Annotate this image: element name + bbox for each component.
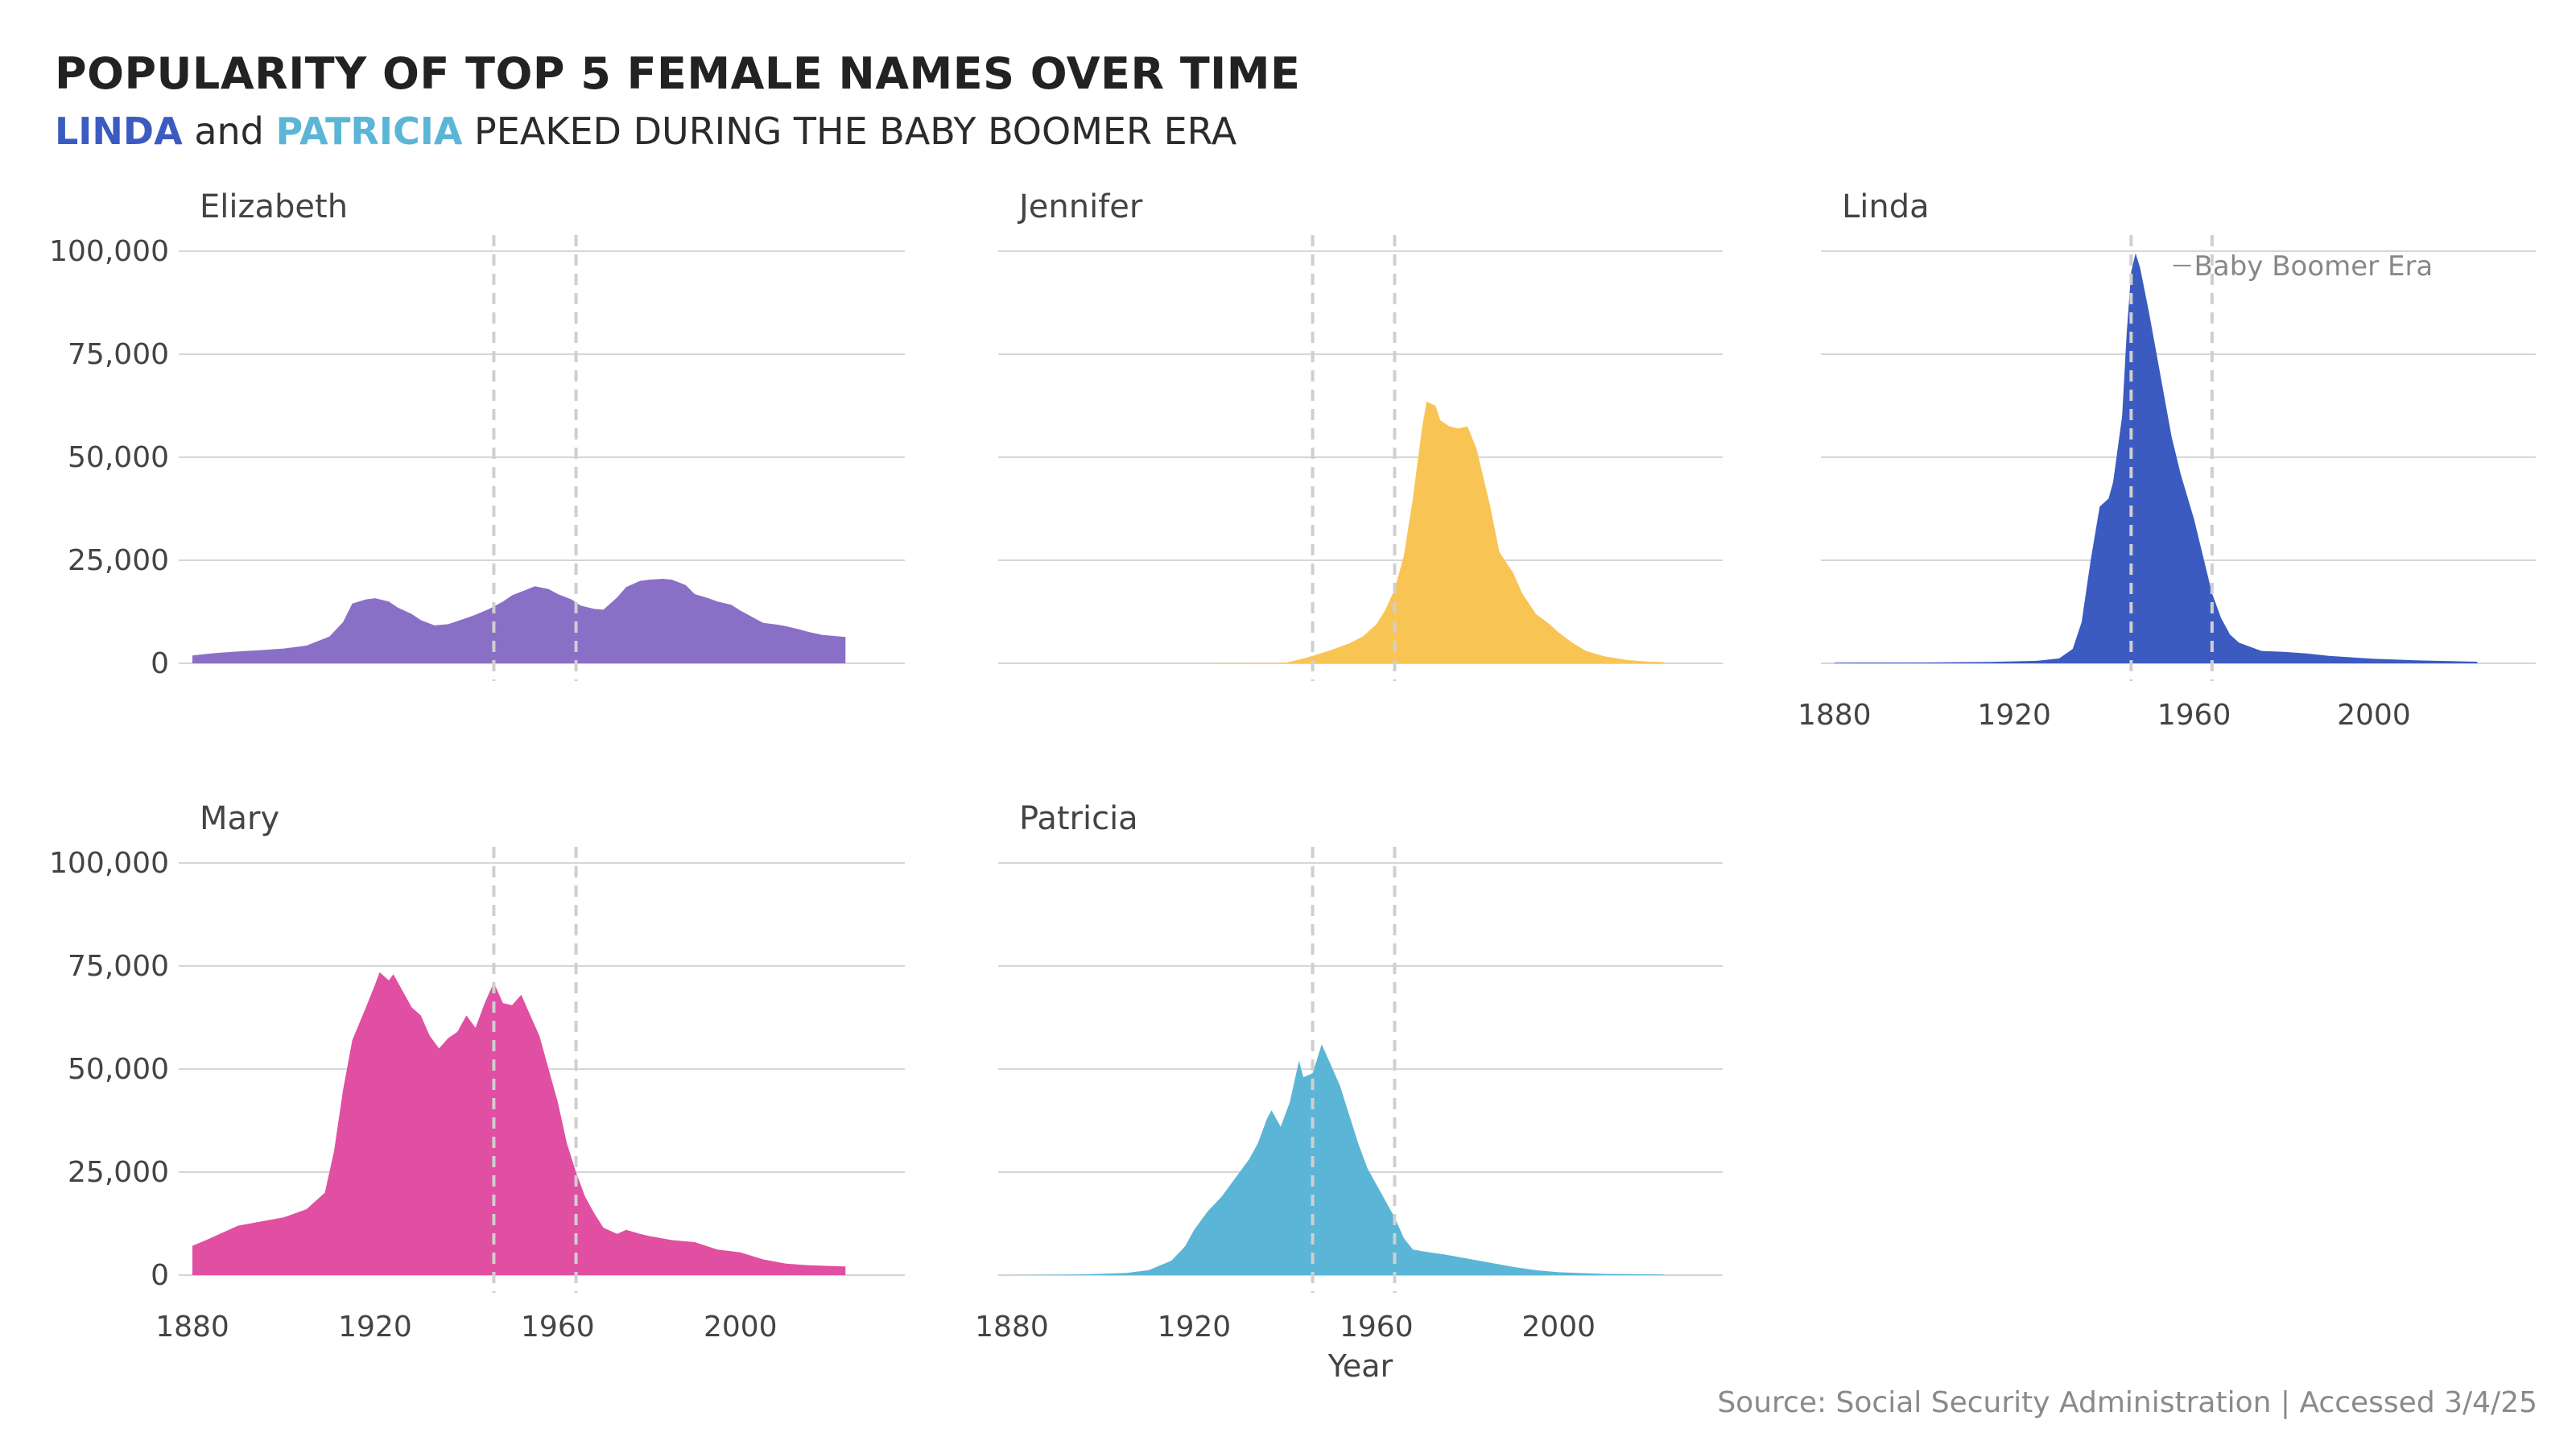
area-elizabeth bbox=[192, 579, 846, 663]
x-tick-label-patricia-2: 1960 bbox=[1340, 1311, 1414, 1344]
x-tick-label-mary-2: 1960 bbox=[521, 1311, 595, 1344]
panel-title-patricia: Patricia bbox=[1019, 800, 1138, 837]
x-tick-label-patricia-1: 1920 bbox=[1158, 1311, 1232, 1344]
subtitle-patricia: PATRICIA bbox=[275, 109, 463, 153]
x-tick-label-patricia-0: 1880 bbox=[975, 1311, 1049, 1344]
x-tick-label-linda-1: 1920 bbox=[1977, 699, 2051, 732]
panel-title-mary: Mary bbox=[200, 800, 279, 837]
source-note: Source: Social Security Administration |… bbox=[1717, 1386, 2537, 1419]
x-tick-label-linda-3: 2000 bbox=[2337, 699, 2411, 732]
y-tick-label-mary-2: 50,000 bbox=[68, 1053, 169, 1086]
x-tick-label-mary-3: 2000 bbox=[704, 1311, 778, 1344]
subtitle-rest: PEAKED DURING THE BABY BOOMER ERA bbox=[462, 109, 1237, 153]
y-tick-label-elizabeth-4: 100,000 bbox=[49, 235, 169, 268]
x-tick-label-mary-0: 1880 bbox=[155, 1311, 229, 1344]
chart-title: POPULARITY OF TOP 5 FEMALE NAMES OVER TI… bbox=[55, 48, 1301, 99]
x-tick-label-linda-2: 1960 bbox=[2157, 699, 2231, 732]
panel-title-linda: Linda bbox=[1842, 188, 1930, 225]
y-tick-label-elizabeth-2: 50,000 bbox=[68, 441, 169, 474]
panel-title-jennifer: Jennifer bbox=[1017, 188, 1143, 225]
y-tick-label-elizabeth-0: 0 bbox=[151, 647, 169, 680]
boomer-annotation-label: Baby Boomer Era bbox=[2194, 250, 2434, 283]
y-tick-label-elizabeth-3: 75,000 bbox=[68, 338, 169, 371]
x-tick-label-patricia-3: 2000 bbox=[1521, 1311, 1596, 1344]
area-jennifer bbox=[1012, 401, 1664, 663]
subtitle-and: and bbox=[182, 109, 276, 153]
x-tick-label-mary-1: 1920 bbox=[338, 1311, 412, 1344]
y-tick-label-mary-3: 75,000 bbox=[68, 950, 169, 983]
y-tick-label-mary-1: 25,000 bbox=[68, 1156, 169, 1189]
y-tick-label-mary-4: 100,000 bbox=[49, 847, 169, 880]
area-linda bbox=[1834, 253, 2478, 663]
panel-title-elizabeth: Elizabeth bbox=[200, 188, 348, 225]
subtitle-linda: LINDA bbox=[55, 109, 183, 153]
area-patricia bbox=[1012, 1044, 1664, 1275]
x-tick-label-linda-0: 1880 bbox=[1798, 699, 1872, 732]
area-mary bbox=[192, 972, 846, 1275]
y-tick-label-elizabeth-1: 25,000 bbox=[68, 544, 169, 577]
x-axis-label: Year bbox=[1327, 1348, 1393, 1384]
y-tick-label-mary-0: 0 bbox=[151, 1259, 169, 1292]
chart-subtitle: LINDA and PATRICIA PEAKED DURING THE BAB… bbox=[55, 109, 1236, 153]
